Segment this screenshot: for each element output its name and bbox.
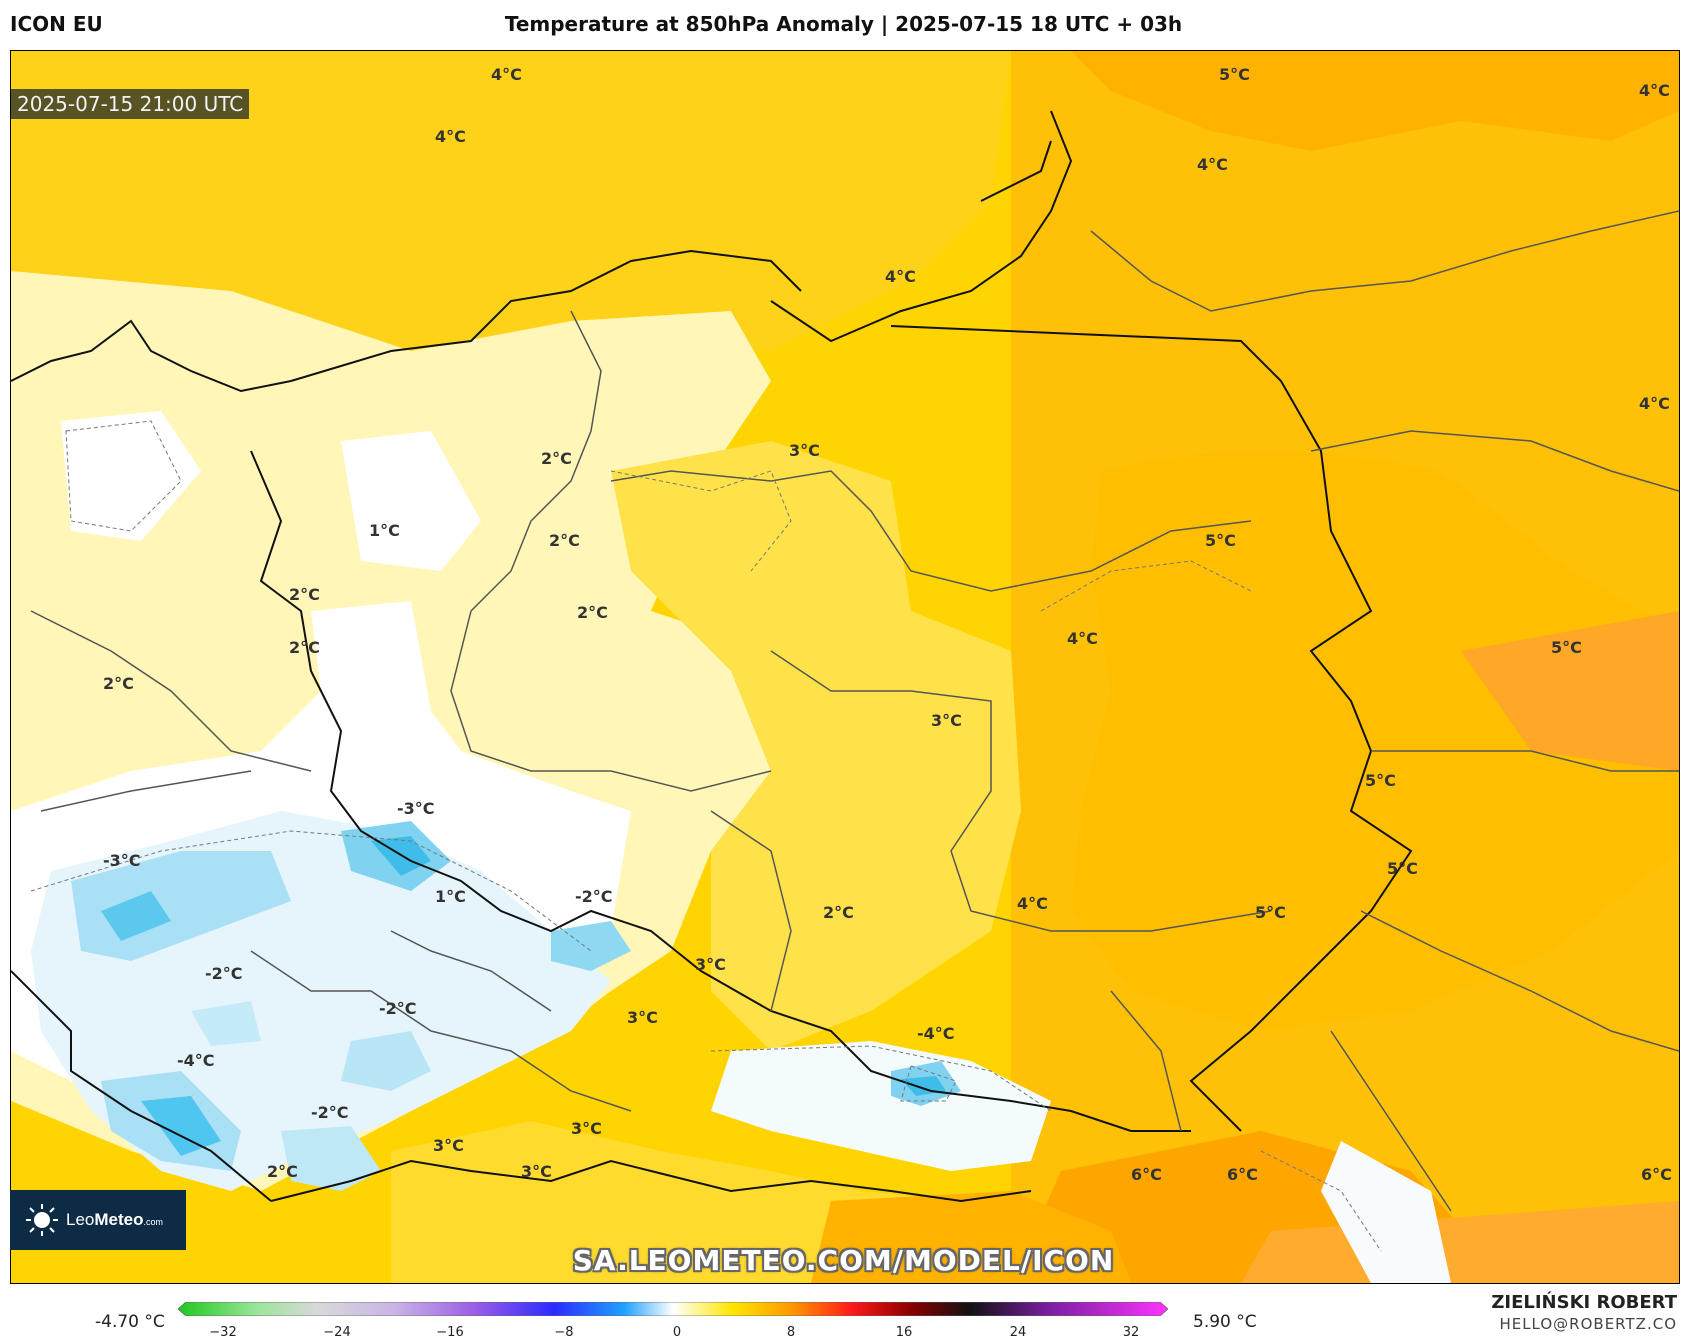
model-name: ICON EU	[10, 12, 103, 36]
map-label: 5°C	[1205, 531, 1236, 550]
map-label: 4°C	[491, 65, 522, 84]
map-label: 2°C	[823, 903, 854, 922]
map-label: 3°C	[571, 1119, 602, 1138]
map-canvas[interactable]: 2025-07-15 21:00 UTC 4°C 5°C 4°C 4°C 4°C…	[10, 50, 1680, 1284]
map-label: -3°C	[103, 851, 141, 870]
map-label: 5°C	[1387, 859, 1418, 878]
map-label: 2°C	[103, 674, 134, 693]
map-label: 4°C	[885, 267, 916, 286]
valid-time-badge: 2025-07-15 21:00 UTC	[11, 89, 250, 119]
map-label: -2°C	[575, 887, 613, 906]
map-label: 2°C	[549, 531, 580, 550]
map-label: 1°C	[369, 521, 400, 540]
map-label: 4°C	[1639, 394, 1670, 413]
map-label: -4°C	[177, 1051, 215, 1070]
map-label: 2°C	[577, 603, 608, 622]
color-scale-bar	[178, 1302, 1168, 1316]
logo-wordmark: LeoMeteo.com	[66, 1210, 164, 1229]
map-label: 6°C	[1227, 1165, 1258, 1184]
map-label: 1°C	[435, 887, 466, 906]
leometeo-logo: LeoMeteo.com	[10, 1190, 186, 1250]
map-label: -4°C	[917, 1024, 955, 1043]
map-label: 3°C	[521, 1162, 552, 1181]
chart-title: Temperature at 850hPa Anomaly | 2025-07-…	[504, 12, 1183, 36]
map-label: 2°C	[541, 449, 572, 468]
map-label: 2°C	[267, 1162, 298, 1181]
map-label: -2°C	[311, 1103, 349, 1122]
colorbar-tick: 0	[672, 1325, 682, 1340]
map-label: 6°C	[1131, 1165, 1162, 1184]
colorbar-tick: −8	[554, 1325, 574, 1340]
colorbar-tick: 16	[895, 1325, 913, 1340]
map-label: -3°C	[397, 799, 435, 818]
colorbar-tick: −24	[323, 1325, 351, 1340]
colorbar-tick: 24	[1009, 1325, 1027, 1340]
map-label: 3°C	[789, 441, 820, 460]
map-label: 4°C	[1067, 629, 1098, 648]
field-max-label: 5.90 °C	[1193, 1312, 1257, 1332]
colorbar-tick: −16	[436, 1325, 464, 1340]
map-label: 3°C	[433, 1136, 464, 1155]
map-label: 4°C	[1639, 81, 1670, 100]
author-name: ZIELIŃSKI ROBERT	[1491, 1292, 1677, 1313]
author-email[interactable]: HELLO@ROBERTZ.CO	[1499, 1315, 1677, 1333]
colorbar-tick: 8	[786, 1325, 796, 1340]
map-label: 5°C	[1219, 65, 1250, 84]
anomaly-field	[11, 51, 1679, 1283]
map-label: 3°C	[695, 955, 726, 974]
map-label: 3°C	[627, 1008, 658, 1027]
map-label: 6°C	[1641, 1165, 1672, 1184]
map-label: 2°C	[289, 585, 320, 604]
map-label: -2°C	[379, 999, 417, 1018]
sun-icon	[26, 1204, 58, 1236]
colorbar-tick: −32	[209, 1325, 237, 1340]
map-label: 4°C	[435, 127, 466, 146]
field-min-label: -4.70 °C	[95, 1312, 165, 1332]
map-label: 5°C	[1255, 903, 1286, 922]
map-label: 3°C	[931, 711, 962, 730]
colorbar-tick: 32	[1122, 1325, 1140, 1340]
map-label: 5°C	[1551, 638, 1582, 657]
map-label: 2°C	[289, 638, 320, 657]
source-watermark: SA.LEOMETEO.COM/MODEL/ICON	[572, 1244, 1115, 1277]
map-label: 4°C	[1017, 894, 1048, 913]
map-label: -2°C	[205, 964, 243, 983]
map-label: 4°C	[1197, 155, 1228, 174]
map-label: 5°C	[1365, 771, 1396, 790]
